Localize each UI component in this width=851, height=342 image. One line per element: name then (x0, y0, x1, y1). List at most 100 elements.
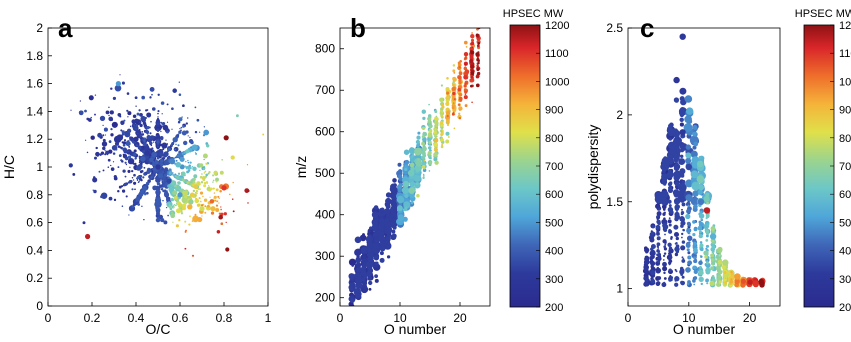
panel-c-point (667, 128, 676, 137)
panel-b-point (355, 258, 360, 263)
panel-c-point (734, 278, 740, 285)
panel-b-point (475, 33, 479, 37)
colorbar-tick-label: 800 (545, 133, 563, 145)
panel-b-point (369, 245, 373, 248)
panel-a-point (165, 153, 167, 155)
panel-b-point (403, 201, 411, 209)
panel-b-point (452, 91, 456, 96)
panel-a-point (115, 148, 118, 151)
panel-c-point (697, 189, 703, 195)
panel-b-point (464, 104, 468, 108)
panel-a-point (177, 172, 181, 175)
panel-b-point (428, 103, 430, 106)
panel-c-point (705, 234, 709, 238)
panel-b-point (409, 162, 415, 168)
panel-a-point (134, 157, 137, 160)
panel-c-point (710, 258, 715, 262)
panel-b-point (354, 248, 362, 256)
panel-a-point (145, 130, 150, 134)
panel-b-point (355, 292, 361, 298)
panel-a-point (199, 188, 201, 190)
panel-a-point (166, 178, 172, 184)
panel-a-point (173, 157, 175, 159)
panel-b-point (362, 280, 368, 286)
panel-b-point (447, 136, 450, 138)
panel-b-point (368, 287, 372, 291)
panel-c-point (690, 150, 698, 158)
panel-b-point (403, 149, 410, 155)
panel-a-point (174, 196, 178, 200)
y-tick-label: 1.4 (26, 104, 43, 118)
panel-a-point (114, 125, 117, 127)
panel-c-point (652, 235, 655, 238)
panel-a-point (176, 136, 178, 138)
panel-a-point (158, 214, 162, 219)
panel-a-point (203, 165, 206, 168)
panel-a-point (150, 176, 153, 179)
panel-b-point (371, 224, 379, 232)
panel-b-point (440, 145, 444, 149)
panel-a-point (172, 172, 174, 174)
panel-b-point (475, 83, 480, 88)
panel-b-point (463, 95, 468, 100)
panel-c-point (722, 259, 729, 266)
panel-a-point (180, 212, 184, 215)
panel-c-point (656, 282, 660, 286)
panel-c-point (692, 190, 699, 197)
panel-b-point (385, 197, 392, 205)
panel-b-point (445, 101, 450, 106)
panel-b-point (421, 135, 425, 139)
panel-a-point (143, 139, 146, 143)
panel-a-point (112, 152, 116, 155)
panel-b-point (427, 150, 432, 156)
panel-b-point (386, 255, 391, 259)
y-tick-label: 0 (36, 299, 43, 313)
panel-b-point (476, 28, 481, 30)
panel-b-point (373, 205, 379, 210)
panel-c-point (657, 276, 662, 280)
panel-b-point (458, 112, 461, 115)
panel-a-point (195, 194, 198, 197)
panel-b-point (380, 245, 384, 249)
panel-c-point (692, 131, 697, 137)
panel-a-point (95, 151, 100, 157)
colorbar-tick-label: 400 (839, 246, 851, 258)
panel-a-point (157, 155, 159, 157)
panel-a-point (113, 198, 117, 202)
panel-a-point (225, 221, 227, 224)
panel-a-point (108, 196, 113, 201)
panel-a-point (159, 162, 162, 165)
panel-a-point (137, 145, 140, 148)
panel-b-point (389, 185, 398, 193)
panel-b-point (354, 236, 362, 244)
panel-a-point (177, 181, 181, 185)
panel-a-point (113, 175, 117, 179)
panel-a-point (160, 138, 163, 141)
panel-a-point (197, 217, 203, 223)
panel-a-point (84, 109, 87, 113)
panel-c-point (684, 115, 692, 124)
panel-a-point (196, 118, 200, 122)
panel-a-point (157, 145, 159, 148)
panel-a-point (143, 137, 147, 140)
panel-a-point (179, 156, 185, 162)
panel-b-point (458, 96, 463, 101)
panel-a-point (179, 164, 185, 170)
panel-c-point (705, 213, 710, 218)
panel-c-point (759, 278, 763, 283)
panel-b-point (421, 109, 427, 114)
panel-b-point (458, 79, 462, 83)
panel-c-point (656, 231, 660, 236)
panel-c-point (674, 98, 679, 103)
panel-c-point (699, 208, 703, 212)
x-tick-label: 1 (265, 311, 272, 325)
panel-a-point (160, 101, 165, 105)
panel-b-point (440, 133, 444, 136)
panel-b-point (408, 147, 416, 155)
panel-c-point (679, 122, 684, 127)
y-tick-label: 2 (36, 21, 43, 35)
panel-c-point (729, 279, 734, 284)
panel-a-point (182, 190, 188, 197)
panel-a-point (82, 221, 86, 225)
panel-b-point (408, 187, 416, 194)
